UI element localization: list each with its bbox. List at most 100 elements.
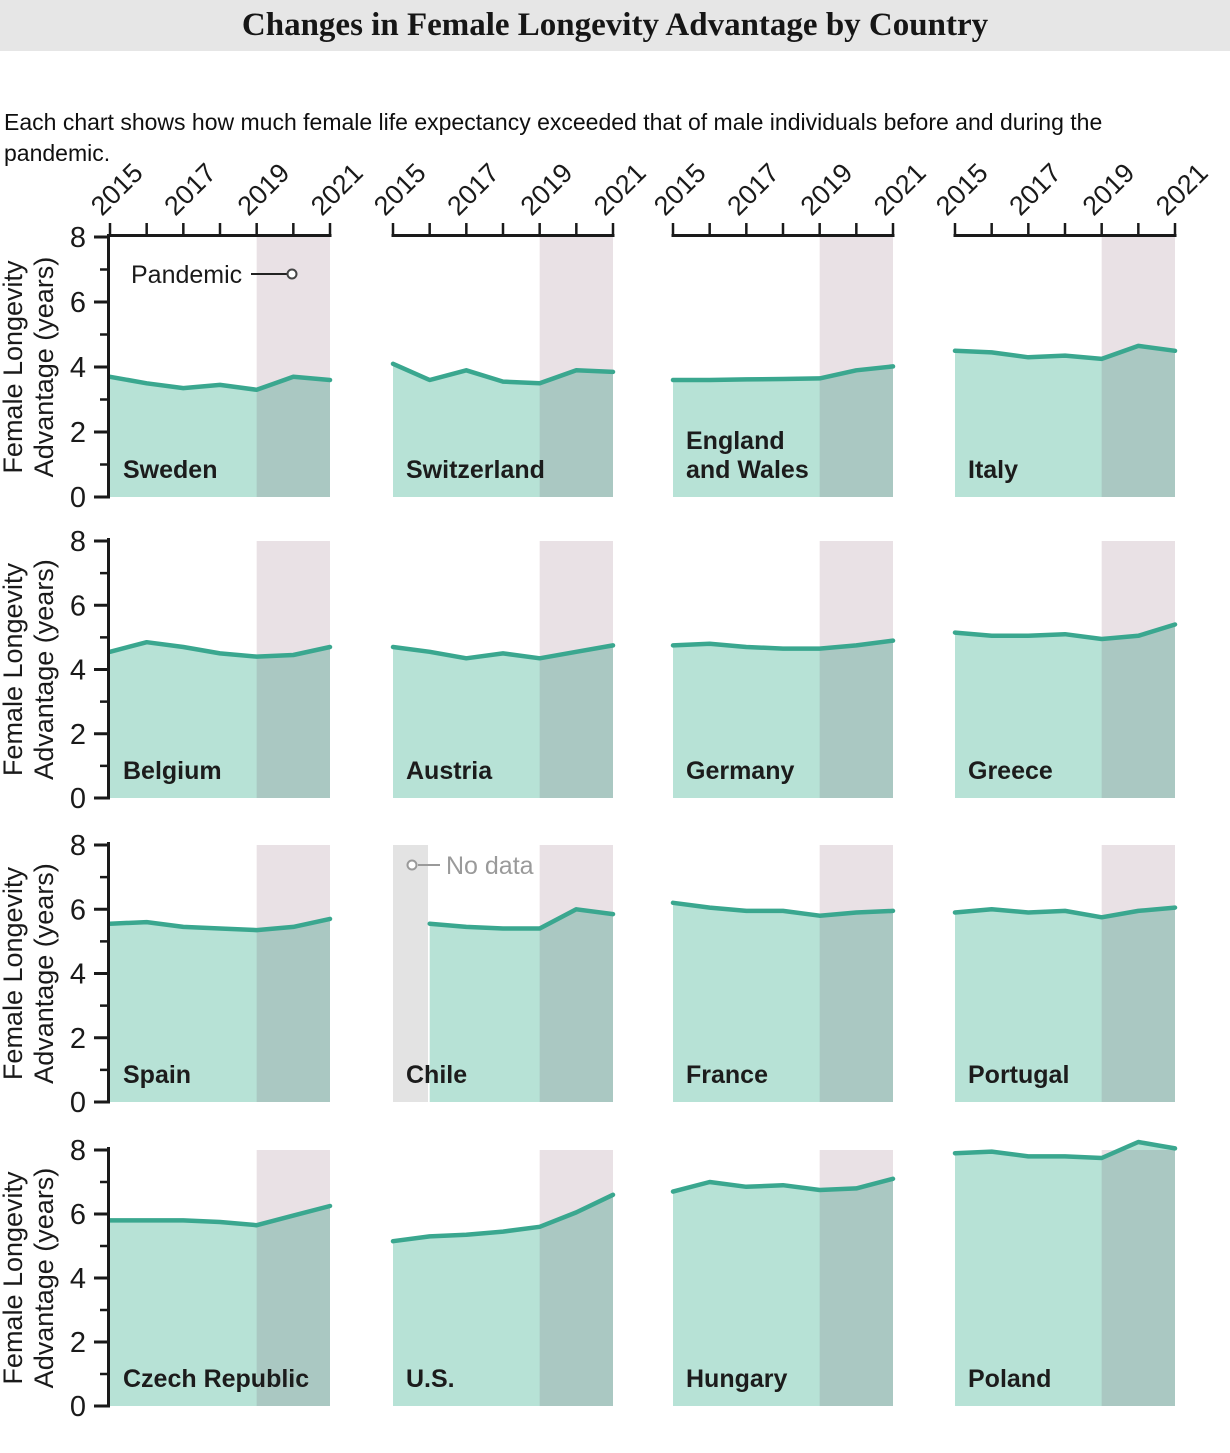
y-tick-label: 4: [70, 655, 86, 687]
trend-line: [107, 374, 333, 393]
x-tick-label: 2017: [158, 158, 222, 222]
x-tick-label: 2021: [588, 158, 652, 222]
page-title: Changes in Female Longevity Advantage by…: [241, 7, 989, 43]
no-data-annotation-label: No data: [446, 852, 534, 880]
no-data-annotation-marker: [406, 859, 418, 871]
x-tick-label: 2017: [441, 158, 505, 222]
y-tick-label: 4: [70, 352, 86, 384]
trend-line: [427, 907, 616, 931]
y-tick-label: 0: [70, 783, 86, 815]
country-label: Spain: [123, 1061, 191, 1089]
trend-line: [952, 622, 1178, 642]
y-tick-label: 0: [70, 482, 86, 514]
area-fill-pandemic: [1101, 907, 1175, 1102]
country-label: and Wales: [686, 456, 809, 484]
chart-hungary: Hungary: [670, 1150, 896, 1406]
y-axis-title: Advantage (years): [29, 559, 59, 780]
country-label: Hungary: [686, 1365, 788, 1393]
chart-sweden: Sweden 2015 2017 2019 2021 0 2 4 6 8 Female Longev…: [0, 158, 369, 514]
area-fill-pandemic: [819, 910, 893, 1102]
trend-line: [952, 1139, 1178, 1161]
area-fill-pandemic: [819, 640, 893, 798]
y-tick-label: 4: [70, 959, 86, 991]
area-fill-pandemic: [819, 1178, 893, 1406]
y-tick-label: 8: [70, 830, 86, 862]
chart-spain: Spain 0 2 4 6 8 Female Longevity Advantage (yea…: [0, 830, 333, 1119]
x-tick-label: 2017: [721, 158, 785, 222]
area-fill-pandemic: [539, 909, 613, 1102]
pandemic-annotation-label: Pandemic: [131, 261, 242, 289]
trend-line: [952, 343, 1178, 362]
y-axis-title: Female Longevity: [0, 866, 28, 1080]
x-tick-label: 2015: [368, 158, 432, 222]
country-label: U.S.: [406, 1365, 455, 1393]
x-tick-label: 2019: [515, 158, 579, 222]
y-axis: 0 2 4 6 8 Female Longevity Advantage (years): [0, 222, 110, 514]
y-tick-label: 2: [70, 1327, 86, 1359]
y-tick-label: 0: [70, 1087, 86, 1119]
trend-line: [390, 643, 616, 661]
y-axis-title: Female Longevity: [0, 562, 28, 776]
y-tick-label: 6: [70, 590, 86, 622]
country-label: Chile: [406, 1061, 467, 1089]
chart-italy: Italy 2015 2017 2019 2021: [930, 158, 1214, 497]
trend-line: [952, 905, 1178, 920]
y-axis-title: Female Longevity: [0, 1171, 28, 1385]
y-axis: 0 2 4 6 8 Female Longevity Advantage (years): [0, 1135, 110, 1423]
area-fill-pandemic: [539, 1194, 613, 1406]
area-fill-pandemic: [256, 1206, 330, 1406]
country-label: Switzerland: [406, 456, 545, 484]
pandemic-annotation-marker: [286, 268, 298, 280]
y-axis-title: Advantage (years): [29, 257, 59, 478]
y-tick-label: 4: [70, 1263, 86, 1295]
chart-france: France: [670, 845, 896, 1102]
chart-germany: Germany: [670, 541, 896, 798]
chart-czech-republic: Czech Republic 0 2 4 6 8 Female Longevity Advan…: [0, 1135, 333, 1423]
pandemic-annotation: Pandemic: [131, 261, 298, 289]
x-tick-label: 2017: [1003, 158, 1067, 222]
y-tick-label: 6: [70, 894, 86, 926]
y-tick-label: 6: [70, 287, 86, 319]
country-label: France: [686, 1061, 768, 1089]
chart-poland: Poland: [952, 1139, 1178, 1406]
x-tick-label: 2019: [232, 158, 296, 222]
area-fill-pandemic: [1101, 1150, 1175, 1406]
area-fill-pandemic: [539, 645, 613, 798]
chart-portugal: Portugal: [952, 845, 1178, 1102]
area-fill-pandemic: [1101, 345, 1175, 497]
country-label: Poland: [968, 1365, 1051, 1393]
trend-line: [670, 638, 896, 651]
y-axis: 0 2 4 6 8 Female Longevity Advantage (years): [0, 830, 110, 1119]
chart-greece: Greece: [952, 541, 1178, 798]
trend-line: [390, 1192, 616, 1244]
country-label: Portugal: [968, 1061, 1069, 1089]
y-tick-label: 2: [70, 719, 86, 751]
y-tick-label: 0: [70, 1391, 86, 1423]
country-label: Greece: [968, 757, 1053, 785]
country-label: Germany: [686, 757, 794, 785]
area-fill-pandemic: [256, 647, 330, 798]
x-tick-label: 2021: [305, 158, 369, 222]
y-tick-label: 2: [70, 1023, 86, 1055]
subtitle: Each chart shows how much female life ex…: [4, 109, 1103, 166]
trend-line: [390, 361, 616, 386]
chart-switzerland: Switzerland 2015 2017 2019 2021: [368, 158, 652, 497]
trend-line: [107, 916, 333, 933]
x-axis: 2015 2017 2019 2021: [368, 158, 652, 237]
y-axis-title: Advantage (years): [29, 1168, 59, 1389]
chart-u-s: U.S.: [390, 1150, 616, 1406]
area-fill-pandemic: [256, 376, 330, 497]
x-tick-label: 2019: [795, 158, 859, 222]
area-fill-pandemic: [1101, 624, 1175, 798]
chart-belgium: Belgium 0 2 4 6 8 Female Longevity Advantage (y…: [0, 526, 333, 815]
no-data-band: [393, 845, 428, 1102]
y-tick-label: 6: [70, 1199, 86, 1231]
trend-line: [670, 364, 896, 383]
y-tick-label: 2: [70, 417, 86, 449]
trend-line: [670, 900, 896, 918]
country-label: Austria: [406, 757, 493, 785]
chart-austria: Austria: [390, 541, 616, 798]
y-axis-title: Female Longevity: [0, 260, 28, 474]
